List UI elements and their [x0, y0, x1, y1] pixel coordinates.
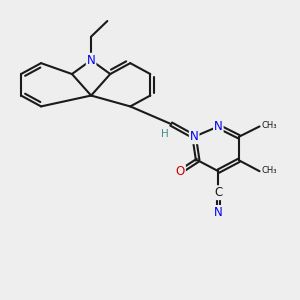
Text: CH₃: CH₃: [261, 122, 277, 130]
Text: N: N: [87, 54, 95, 67]
Text: O: O: [176, 165, 185, 178]
Text: N: N: [214, 206, 223, 219]
Text: C: C: [214, 186, 222, 199]
Text: CH₃: CH₃: [261, 166, 277, 175]
Text: N: N: [214, 120, 223, 133]
Text: H: H: [161, 128, 169, 139]
Text: N: N: [190, 130, 199, 143]
